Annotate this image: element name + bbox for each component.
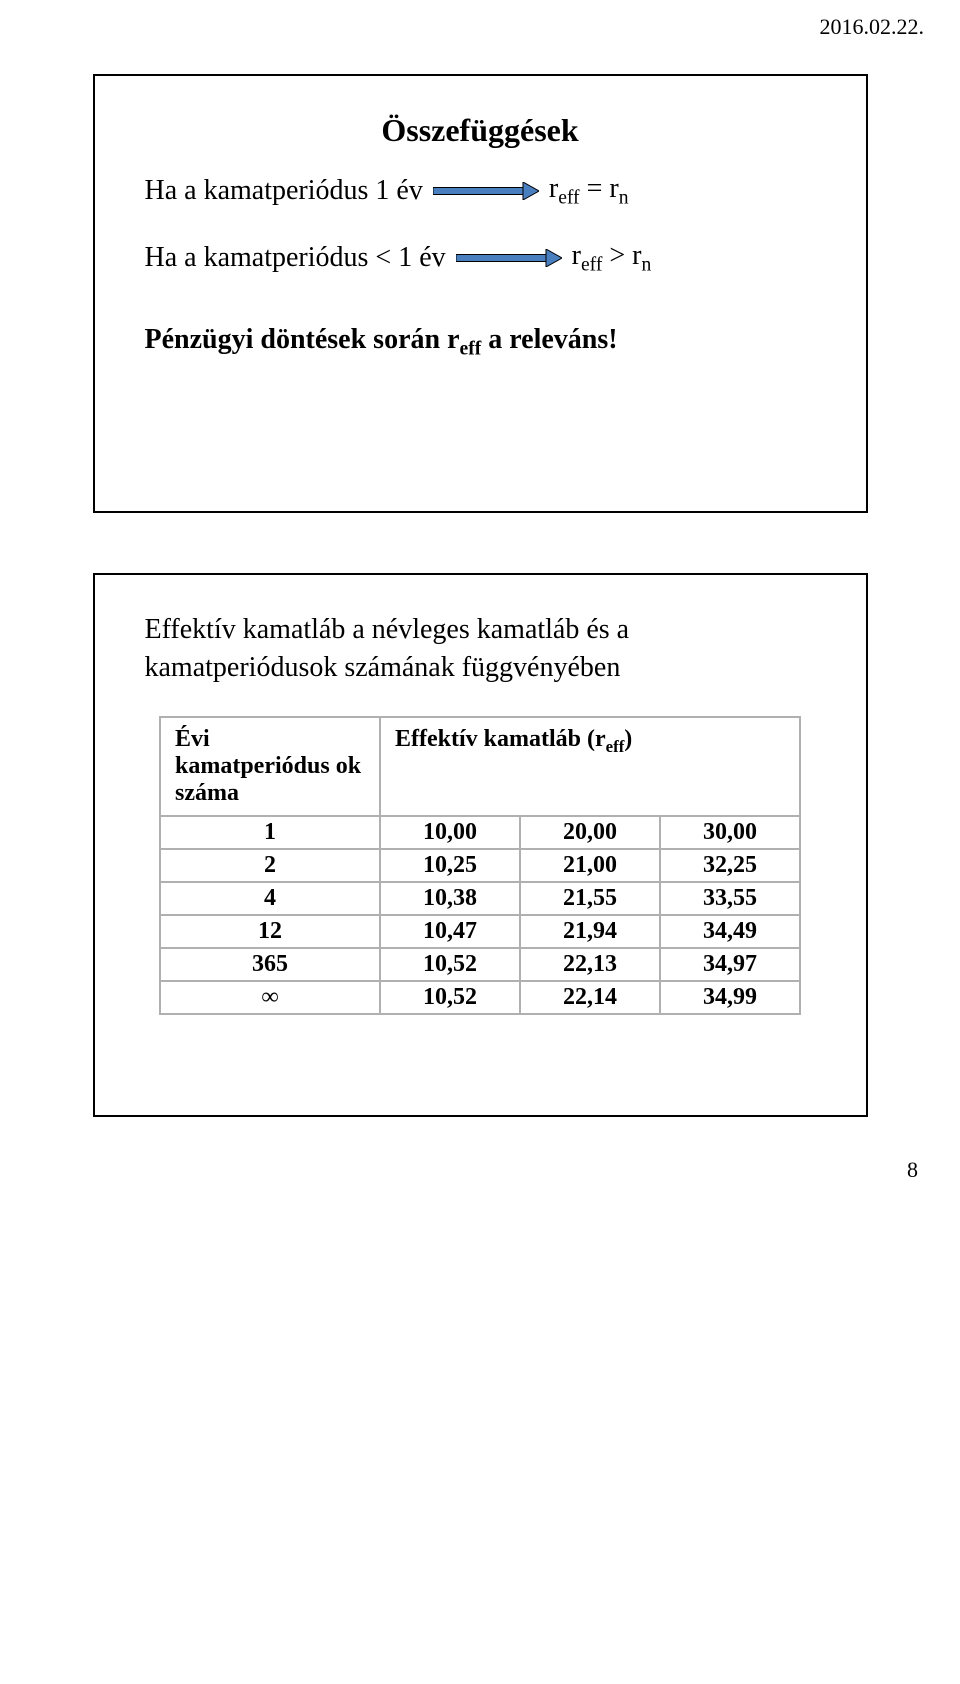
text: = r xyxy=(580,173,619,204)
cell-value: 21,00 xyxy=(520,849,660,882)
table-header-row: Évi kamatperiódus ok száma Effektív kama… xyxy=(160,717,800,816)
right-arrow-icon xyxy=(433,182,539,200)
slide1-line1: Ha a kamatperiódus 1 év reff = rn xyxy=(145,173,816,210)
text: n xyxy=(619,188,629,209)
cell-periods: 365 xyxy=(160,948,380,981)
slide2-text: Effektív kamatláb a névleges kamatláb és… xyxy=(145,611,816,687)
table-row: 36510,5222,1334,97 xyxy=(160,948,800,981)
cell-value: 32,25 xyxy=(660,849,800,882)
text: eff xyxy=(606,737,625,756)
page-number: 8 xyxy=(0,1157,960,1183)
text: a releváns! xyxy=(481,324,617,355)
header-periods: Évi kamatperiódus ok száma xyxy=(160,717,380,816)
cell-periods: ∞ xyxy=(160,981,380,1014)
cell-value: 22,13 xyxy=(520,948,660,981)
text: Effektív kamatláb (r xyxy=(395,726,606,752)
cell-value: 10,25 xyxy=(380,849,520,882)
text: n xyxy=(642,254,652,275)
text: Pénzügyi döntések során r xyxy=(145,324,460,355)
cell-periods: 1 xyxy=(160,816,380,849)
slide-1: Összefüggések Ha a kamatperiódus 1 év re… xyxy=(93,74,868,513)
text: eff xyxy=(558,188,579,209)
header-date: 2016.02.22. xyxy=(820,14,925,40)
effective-rate-table: Évi kamatperiódus ok száma Effektív kama… xyxy=(159,716,801,1015)
cell-value: 34,97 xyxy=(660,948,800,981)
table-row: 110,0020,0030,00 xyxy=(160,816,800,849)
slide1-bottom: Pénzügyi döntések során reff a releváns! xyxy=(145,324,816,361)
cell-value: 33,55 xyxy=(660,882,800,915)
table-row: 1210,4721,9434,49 xyxy=(160,915,800,948)
header-reff: Effektív kamatláb (reff) xyxy=(380,717,800,816)
cell-value: 30,00 xyxy=(660,816,800,849)
table-row: ∞10,5222,1434,99 xyxy=(160,981,800,1014)
page: 2016.02.22. Összefüggések Ha a kamatperi… xyxy=(0,0,960,1203)
slide-2: Effektív kamatláb a névleges kamatláb és… xyxy=(93,573,868,1118)
cell-value: 21,94 xyxy=(520,915,660,948)
slide1-line2-left: Ha a kamatperiódus < 1 év xyxy=(145,242,446,274)
table-row: 410,3821,5533,55 xyxy=(160,882,800,915)
cell-value: 34,49 xyxy=(660,915,800,948)
cell-value: 22,14 xyxy=(520,981,660,1014)
slide1-line1-left: Ha a kamatperiódus 1 év xyxy=(145,175,423,207)
slide1-line2: Ha a kamatperiódus < 1 év reff > rn xyxy=(145,240,816,277)
cell-value: 10,52 xyxy=(380,981,520,1014)
slide1-title: Összefüggések xyxy=(145,112,816,149)
text: eff xyxy=(581,254,602,275)
cell-periods: 2 xyxy=(160,849,380,882)
cell-value: 10,52 xyxy=(380,948,520,981)
table-row: 210,2521,0032,25 xyxy=(160,849,800,882)
right-arrow-icon xyxy=(456,249,562,267)
cell-value: 10,38 xyxy=(380,882,520,915)
slide1-line2-right: reff > rn xyxy=(572,240,652,277)
cell-value: 10,47 xyxy=(380,915,520,948)
cell-periods: 4 xyxy=(160,882,380,915)
cell-value: 34,99 xyxy=(660,981,800,1014)
slide1-line1-right: reff = rn xyxy=(549,173,629,210)
cell-value: 21,55 xyxy=(520,882,660,915)
text: r xyxy=(549,173,558,204)
cell-periods: 12 xyxy=(160,915,380,948)
text: r xyxy=(572,240,581,271)
text: ) xyxy=(624,726,632,752)
text: eff xyxy=(460,339,482,360)
cell-value: 20,00 xyxy=(520,816,660,849)
cell-value: 10,00 xyxy=(380,816,520,849)
text: > r xyxy=(602,240,641,271)
